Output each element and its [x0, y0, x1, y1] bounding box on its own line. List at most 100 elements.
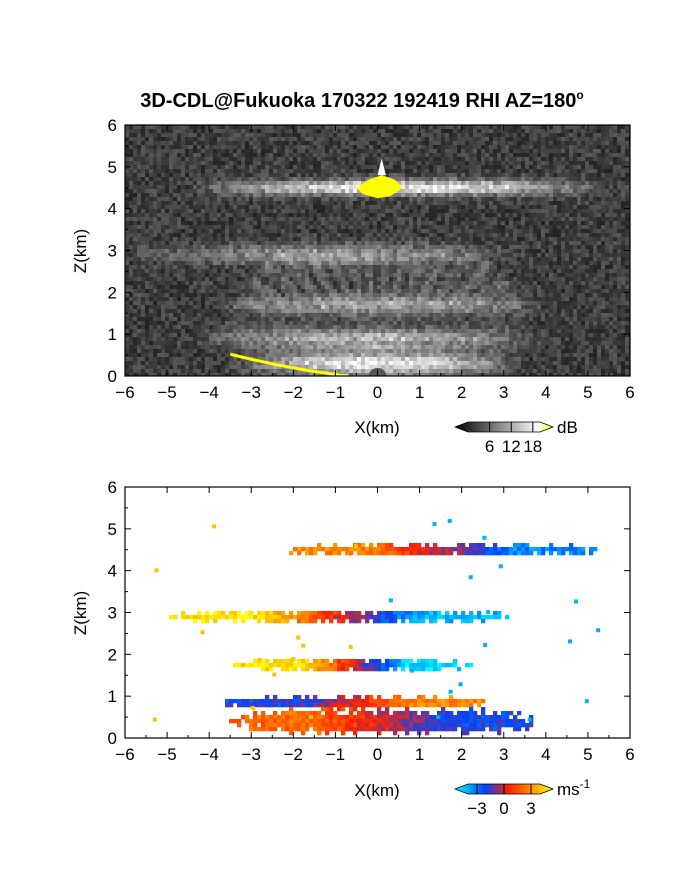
heatmap-cell — [269, 237, 274, 242]
heatmap-cell — [521, 273, 526, 278]
heatmap-cell — [557, 273, 562, 278]
heatmap-cell — [245, 169, 250, 174]
heatmap-cell — [181, 185, 186, 190]
heatmap-cell — [545, 161, 550, 166]
heatmap-cell — [493, 221, 498, 226]
heatmap-cell — [301, 221, 306, 226]
heatmap-cell — [305, 133, 310, 138]
heatmap-cell — [201, 245, 206, 250]
heatmap-cell — [365, 265, 370, 270]
heatmap-cell — [613, 169, 618, 174]
heatmap-cell — [125, 137, 130, 142]
heatmap-cell — [461, 141, 466, 146]
heatmap-cell — [569, 265, 574, 270]
heatmap-cell — [253, 197, 258, 202]
heatmap-cell — [169, 161, 174, 166]
heatmap-cell — [345, 193, 350, 198]
heatmap-cell — [125, 221, 130, 226]
heatmap-cell — [241, 237, 246, 242]
heatmap-cell — [129, 161, 134, 166]
heatmap-cell — [485, 145, 490, 150]
heatmap-cell — [381, 253, 386, 258]
heatmap-cell — [557, 125, 562, 130]
heatmap-cell — [217, 273, 222, 278]
heatmap-cell — [449, 245, 454, 250]
heatmap-cell — [225, 269, 230, 274]
heatmap-cell — [257, 241, 262, 246]
heatmap-cell — [517, 165, 522, 170]
heatmap-cell — [501, 165, 506, 170]
heatmap-cell — [221, 169, 226, 174]
heatmap-cell — [453, 209, 458, 214]
heatmap-cell — [617, 241, 622, 246]
heatmap-cell — [517, 257, 522, 262]
heatmap-cell — [265, 233, 270, 238]
heatmap-cell — [233, 257, 238, 262]
heatmap-cell — [413, 125, 418, 130]
heatmap-cell — [545, 209, 550, 214]
heatmap-cell — [473, 165, 478, 170]
heatmap-cell — [233, 193, 238, 198]
heatmap-cell — [217, 157, 222, 162]
heatmap-cell — [421, 181, 426, 186]
heatmap-cell — [281, 265, 286, 270]
heatmap-cell — [169, 273, 174, 278]
heatmap-cell — [497, 221, 502, 226]
heatmap-cell — [169, 149, 174, 154]
heatmap-cell — [321, 245, 326, 250]
heatmap-cell — [345, 225, 350, 230]
heatmap-cell — [545, 165, 550, 170]
heatmap-cell — [533, 145, 538, 150]
heatmap-cell — [577, 137, 582, 142]
heatmap-cell — [541, 173, 546, 178]
heatmap-cell — [157, 237, 162, 242]
heatmap-cell — [557, 213, 562, 218]
heatmap-cell — [461, 197, 466, 202]
heatmap-cell — [545, 241, 550, 246]
heatmap-cell — [209, 217, 214, 222]
heatmap-cell — [225, 185, 230, 190]
heatmap-cell — [517, 213, 522, 218]
heatmap-cell — [125, 261, 130, 266]
heatmap-cell — [517, 145, 522, 150]
heatmap-cell — [165, 141, 170, 146]
heatmap-cell — [129, 177, 134, 182]
heatmap-cell — [257, 133, 262, 138]
heatmap-cell — [525, 269, 530, 274]
heatmap-cell — [337, 269, 342, 274]
heatmap-cell — [465, 173, 470, 178]
heatmap-cell — [473, 125, 478, 130]
heatmap-cell — [153, 125, 158, 130]
heatmap-cell — [521, 265, 526, 270]
heatmap-cell — [141, 213, 146, 218]
heatmap-cell — [325, 269, 330, 274]
heatmap-cell — [533, 261, 538, 266]
heatmap-cell — [281, 193, 286, 198]
heatmap-cell — [513, 269, 518, 274]
heatmap-cell — [429, 229, 434, 234]
figure-title: 3D-CDL@Fukuoka 170322 192419 RHI AZ=180o — [140, 88, 584, 112]
heatmap-cell — [581, 137, 586, 142]
heatmap-cell — [473, 245, 478, 250]
heatmap-cell — [549, 125, 554, 130]
heatmap-cell — [265, 265, 270, 270]
heatmap-cell — [509, 233, 514, 238]
heatmap-cell — [321, 133, 326, 138]
heatmap-cell — [605, 149, 610, 154]
heatmap-cell — [537, 165, 542, 170]
heatmap-cell — [197, 221, 202, 226]
heatmap-cell — [513, 245, 518, 250]
heatmap-cell — [493, 213, 498, 218]
heatmap-cell — [309, 265, 314, 270]
heatmap-cell — [449, 153, 454, 158]
heatmap-cell — [305, 161, 310, 166]
heatmap-cell — [345, 177, 350, 182]
heatmap-cell — [405, 273, 410, 278]
heatmap-cell — [621, 197, 626, 202]
heatmap-cell — [441, 193, 446, 198]
heatmap-cell — [509, 237, 514, 242]
heatmap-cell — [337, 253, 342, 258]
heatmap-cell — [273, 233, 278, 238]
heatmap-cell — [445, 157, 450, 162]
heatmap-cell — [589, 161, 594, 166]
